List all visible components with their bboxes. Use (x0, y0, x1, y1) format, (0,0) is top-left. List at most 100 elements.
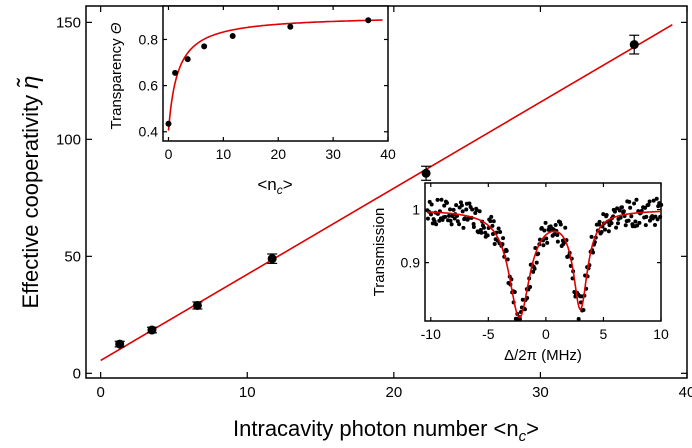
data-point (628, 205, 633, 210)
data-point (647, 218, 652, 223)
data-point (442, 203, 447, 208)
data-point (643, 205, 648, 210)
data-point (467, 201, 472, 206)
y-tick-label: 0.6 (139, 78, 159, 94)
data-point (448, 207, 453, 212)
x-tick-label: 40 (380, 146, 396, 162)
main-y-axis-label: Effective cooperativity η̃ (17, 75, 44, 308)
x-tick-label: 10 (216, 146, 232, 162)
data-point (434, 222, 439, 227)
data-point (581, 307, 586, 312)
data-point (287, 23, 294, 30)
y-tick-label: 0.8 (139, 31, 159, 47)
data-point (471, 221, 476, 226)
data-point (633, 219, 638, 224)
data-point (457, 222, 462, 227)
data-point (165, 120, 172, 127)
data-point (473, 211, 478, 216)
data-point (558, 222, 563, 227)
data-point (615, 206, 620, 211)
data-point (451, 207, 456, 212)
inset1-plot-frame (162, 5, 389, 142)
y-tick-label: 50 (64, 249, 81, 266)
data-point (552, 232, 557, 237)
data-point (563, 225, 568, 230)
data-point (654, 196, 659, 201)
data-point (428, 212, 433, 217)
data-point (541, 243, 546, 248)
data-point (491, 232, 496, 237)
inset1-x-axis-label: <nc> (257, 175, 292, 197)
data-point (627, 199, 632, 204)
data-point (655, 217, 660, 222)
inset2-y-ticks: 0.91 (401, 201, 661, 271)
data-point (637, 220, 642, 225)
data-point (454, 203, 459, 208)
data-point (626, 218, 631, 223)
data-point (653, 214, 658, 219)
data-point (614, 225, 619, 230)
data-point (459, 203, 464, 208)
inset1-x-ticks: 0 10 20 30 40 (165, 6, 396, 162)
data-point (432, 219, 437, 224)
data-point (553, 222, 558, 227)
x-tick-label: 0 (165, 146, 173, 162)
x-tick-label: 40 (679, 384, 692, 401)
data-point (425, 216, 430, 221)
main-x-ticks: 0 10 20 30 40 (96, 6, 692, 401)
x-tick-label: 10 (239, 384, 256, 401)
data-point (448, 218, 453, 223)
data-point (603, 227, 608, 232)
inset2-x-axis-label: Δ/2π (MHz) (504, 347, 582, 364)
data-point (617, 208, 622, 213)
main-data-points (114, 34, 640, 349)
x-tick-label: 0 (542, 326, 550, 342)
data-point (659, 202, 664, 207)
data-point (479, 230, 484, 235)
data-point (267, 254, 277, 264)
x-tick-label: 0 (96, 384, 104, 401)
data-point (490, 223, 495, 228)
data-point (492, 242, 497, 247)
data-point (184, 56, 191, 63)
data-point (651, 198, 656, 203)
data-point (201, 43, 208, 50)
x-tick-label: 10 (653, 326, 669, 342)
data-point (489, 214, 494, 219)
data-point (488, 219, 493, 224)
data-point (643, 223, 648, 228)
data-point (629, 214, 634, 219)
data-point (421, 168, 431, 178)
data-point (449, 222, 454, 227)
inset2-fit-line (427, 210, 661, 319)
inset-transparency: 0 10 20 30 40 0.4 0.6 0.8 <nc> Transparency Θ (108, 5, 396, 197)
data-point (536, 251, 541, 256)
data-point (621, 209, 626, 214)
data-point (646, 202, 651, 207)
data-point (496, 226, 501, 231)
x-tick-label: 30 (325, 146, 341, 162)
data-point (635, 223, 640, 228)
y-tick-label: 0.9 (401, 255, 421, 271)
inset2-y-axis-label: Transmission (371, 208, 388, 297)
data-point (192, 300, 202, 310)
data-point (545, 240, 550, 245)
data-point (615, 221, 620, 226)
fit-curve (167, 19, 383, 131)
data-point (477, 209, 482, 214)
data-point (601, 212, 606, 217)
data-point (531, 269, 536, 274)
data-point (452, 216, 457, 221)
data-point (504, 248, 509, 253)
data-point (606, 229, 611, 234)
data-point (555, 232, 560, 237)
x-tick-label: -5 (482, 326, 495, 342)
data-point (658, 214, 663, 219)
data-point (471, 224, 476, 229)
y-tick-label: 0 (73, 366, 81, 383)
data-point (439, 197, 444, 202)
data-point (647, 199, 652, 204)
data-point (443, 214, 448, 219)
